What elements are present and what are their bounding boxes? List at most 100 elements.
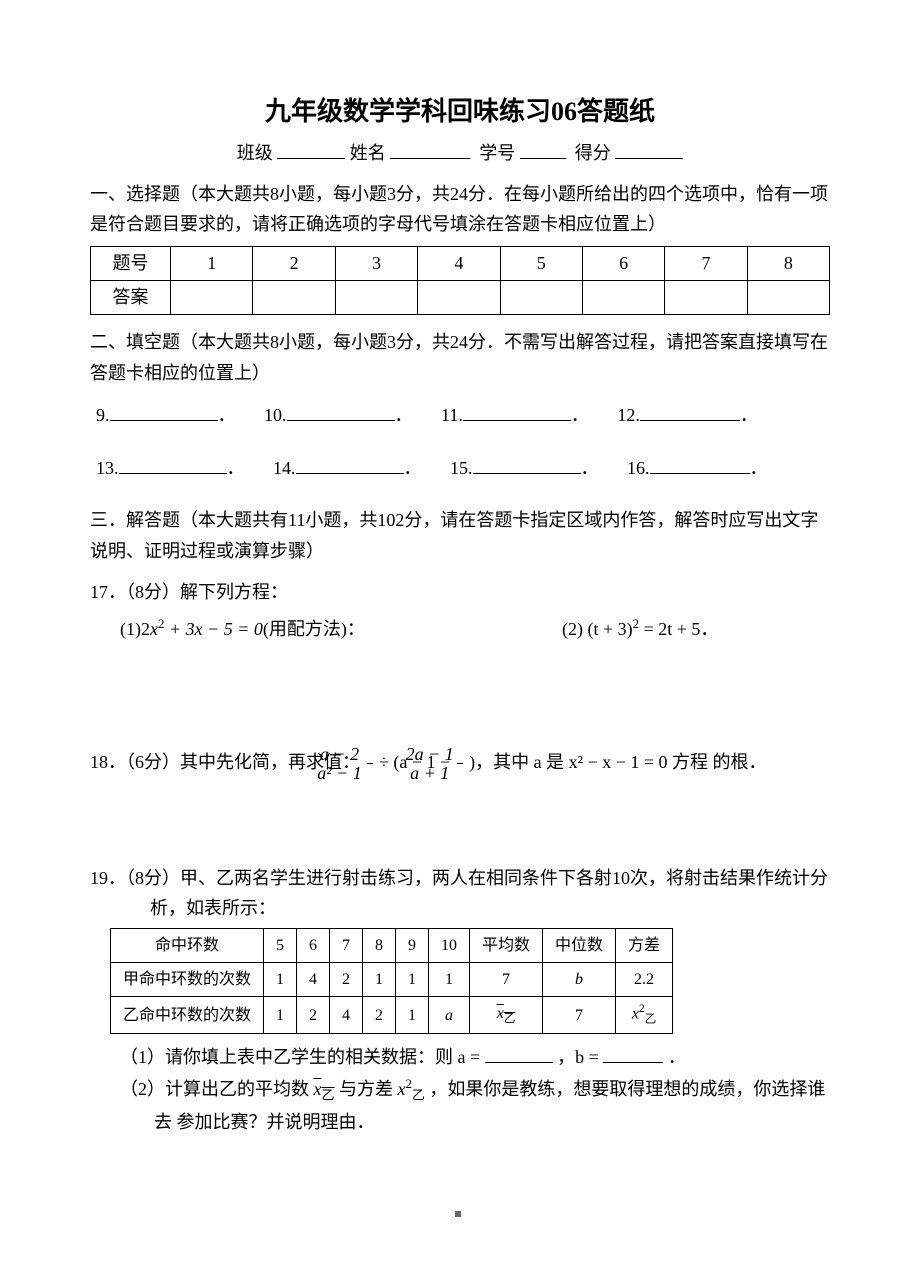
sub-yi: 乙 [412,1088,425,1103]
qnum-cell: 3 [335,246,417,280]
fill-item: 14.． [273,453,422,484]
square-icon [455,1211,461,1217]
answer-table-header: 题号 1 2 3 4 5 6 7 8 [91,246,830,280]
spacer [90,645,830,735]
answer-cell[interactable] [335,280,417,314]
name-blank[interactable] [390,139,470,159]
stat-cell: 9 [396,928,429,962]
info-line: 班级 姓名 学号 得分 [90,138,830,169]
sub-yi: 乙 [322,1088,335,1103]
answer-cell[interactable] [582,280,664,314]
stat-cell: 1 [396,963,429,997]
stat-cell: 方差 [616,928,673,962]
frac-den: a + 1 [457,764,463,783]
answer-cell[interactable] [747,280,829,314]
fill-blank[interactable] [110,401,218,421]
stat-cell: 乙命中环数的次数 [111,997,264,1034]
fill-blank[interactable] [473,454,581,474]
qnum-cell: 5 [500,246,582,280]
answer-cell[interactable] [171,280,253,314]
q17-p1-tail: + 3x − 5 = 0 [164,619,262,639]
stat-cell: 命中环数 [111,928,264,962]
score-blank[interactable] [615,139,683,159]
math-x: x [150,619,158,639]
fill-blank[interactable] [119,454,227,474]
section-1-heading: 一、选择题（本大题共8小题，每小题3分，共24分．在每小题所给出的四个选项中，恰… [90,179,830,240]
stat-cell: 甲命中环数的次数 [111,963,264,997]
q19-sub2-mid1: 与方差 [339,1079,398,1099]
answer-cell[interactable] [500,280,582,314]
answer-cell[interactable] [418,280,500,314]
x-bar: x乙 [497,1005,516,1022]
stat-cell: 中位数 [543,928,616,962]
fill-row-1: 9.． 10.． 11.． 12.． [90,400,830,431]
fill-row-2: 13.． 14.． 15.． 16.． [90,453,830,484]
x-bar-x: x [497,1005,504,1022]
stat-cell: 4 [330,997,363,1034]
name-label: 姓名 [350,143,386,163]
answer-cell[interactable] [253,280,335,314]
q18-after: )，其中 a 是 x² − x − 1 = 0 方程 [469,752,708,772]
qnum-cell: 4 [418,246,500,280]
score-label: 得分 [575,143,611,163]
q19-sub1: （1）请你填上表中乙学生的相关数据：则 a = ，b = ． [90,1042,830,1073]
answer-label: 答案 [91,280,171,314]
fill-blank[interactable] [287,401,395,421]
fill-num: 13. [96,458,119,478]
section-3-heading: 三．解答题（本大题共有11小题，共102分，请在答题卡指定区域内作答，解答时应写… [90,505,830,566]
fill-num: 10. [264,405,287,425]
q17-parts: (1)2x2 + 3x − 5 = 0(用配方法)： (2) (t + 3)2 … [120,613,830,645]
frac-num: a − 2 [367,745,373,764]
id-blank[interactable] [520,139,566,159]
id-label: 学号 [479,143,515,163]
fill-num: 12. [617,405,640,425]
stat-cell: x2乙 [616,997,673,1034]
q17-p1-method: (用配方法)： [263,619,365,639]
q19-sub1-mid: ，b = [557,1047,603,1067]
stat-row-b: 乙命中环数的次数 1 2 4 2 1 a x乙 7 x2乙 [111,997,673,1034]
stat-header-row: 命中环数 5 6 7 8 9 10 平均数 中位数 方差 [111,928,673,962]
stat-cell: 7 [330,928,363,962]
frac-num: 2a − 1 [457,745,463,764]
stat-cell: 1 [429,963,470,997]
x-var: x [632,1006,639,1023]
section-2-heading: 二、填空题（本大题共8小题，每小题3分，共24分．不需写出解答过程，请把答案直接… [90,327,830,388]
fill-blank[interactable] [296,454,404,474]
fill-num: 9. [96,405,110,425]
stat-row-a: 甲命中环数的次数 1 4 2 1 1 1 7 b 2.2 [111,963,673,997]
x-bar: x乙 [314,1079,335,1099]
b-blank[interactable] [603,1044,663,1064]
stat-table: 命中环数 5 6 7 8 9 10 平均数 中位数 方差 甲命中环数的次数 1 … [110,928,673,1034]
stat-cell: 4 [297,963,330,997]
q17-p2-pre: (2) (t + 3) [562,619,633,639]
stat-cell: b [543,963,616,997]
fill-item: 9.． [96,400,236,431]
fill-item: 16.． [627,453,768,484]
q19-sub2: （2）计算出乙的平均数 x乙 与方差 x2乙 ，如果你是教练，想要取得理想的成绩… [90,1073,830,1137]
stat-cell: 5 [264,928,297,962]
answer-cell[interactable] [665,280,747,314]
stat-cell: 7 [470,963,543,997]
fill-item: 13.． [96,453,245,484]
stat-cell: 8 [363,928,396,962]
stat-cell: 1 [264,997,297,1034]
qnum-label: 题号 [91,246,171,280]
fill-blank[interactable] [640,401,740,421]
fill-blank[interactable] [463,401,571,421]
class-blank[interactable] [277,139,345,159]
stat-cell: 1 [396,997,429,1034]
stat-cell: x乙 [470,997,543,1034]
qnum-cell: 2 [253,246,335,280]
stat-cell: 1 [363,963,396,997]
a-blank[interactable] [485,1044,553,1064]
class-label: 班级 [237,143,273,163]
q18: 18．（6分）其中先化简，再求值： a − 2 a² − 1 ÷ (a − 1 … [90,745,830,783]
fill-item: 15.． [450,453,599,484]
stat-cell: 2 [363,997,396,1034]
fill-item: 11.． [441,400,589,431]
frac-den: a² − 1 [367,764,373,783]
fill-blank[interactable] [650,454,750,474]
q19-sub2-pre: （2）计算出乙的平均数 [120,1079,314,1099]
q19-sub1-pre: （1）请你填上表中乙学生的相关数据：则 a = [120,1047,485,1067]
q17: 17．（8分）解下列方程： (1)2x2 + 3x − 5 = 0(用配方法)：… [90,577,830,645]
